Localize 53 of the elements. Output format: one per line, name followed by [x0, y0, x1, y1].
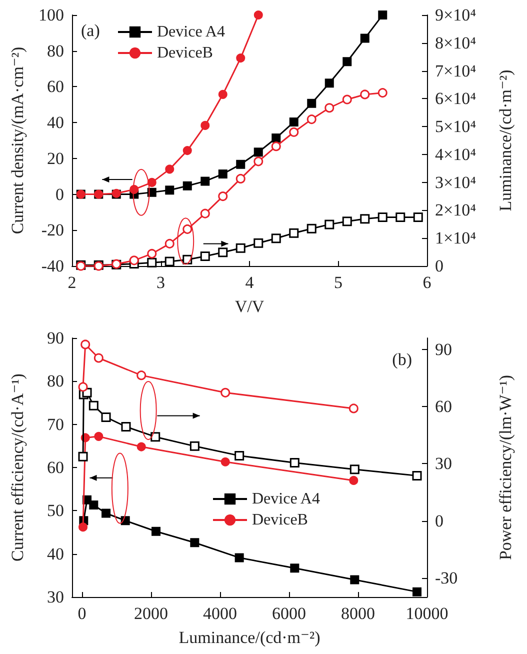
y2-tick-label: 60 — [435, 397, 452, 416]
y2-tick-label: 90 — [435, 340, 452, 359]
y2-tick-label: 3×10⁴ — [435, 172, 476, 192]
y-axis-title: Current density/(mA·cm⁻²) — [8, 46, 27, 234]
y-tick-label: 90 — [47, 328, 64, 348]
legend-label: DeviceB — [252, 512, 308, 528]
y-tick-label: 100 — [38, 6, 64, 24]
y2-axis-title: Power efficiency/(lm·W⁻¹) — [496, 374, 515, 560]
x-tick-label: 4000 — [203, 604, 238, 623]
y2-axis-title: Luminance/(cd·m⁻²) — [496, 70, 515, 212]
y2-tick-label: 4×10⁴ — [435, 144, 476, 164]
y2-tick-label: 5×10⁴ — [435, 117, 476, 136]
text: (b) — [392, 350, 412, 369]
x-tick-label: 6000 — [272, 604, 306, 623]
y2-tick-label: 0 — [435, 511, 444, 530]
legend-label: Device A4 — [157, 24, 225, 40]
x-tick-label: 2 — [68, 273, 76, 292]
y-tick-label: 50 — [47, 501, 64, 520]
y2-tick-label: 9×10⁴ — [435, 6, 476, 24]
x-axis-title: V/V — [234, 297, 265, 316]
x-tick-label: 6 — [422, 273, 432, 292]
y2-tick-label: 1×10⁴ — [435, 228, 476, 248]
y-tick-label: 60 — [47, 77, 64, 96]
y-axis-title: Current efficiency/(cd·A⁻¹) — [8, 374, 27, 562]
chart-title: (a) — [81, 21, 100, 40]
y2-tick-label: 30 — [435, 454, 452, 474]
y-tick-label: 80 — [47, 41, 64, 60]
x-tick-label: 5 — [334, 273, 342, 292]
y-tick-label: 40 — [47, 113, 64, 132]
legend-label: DeviceB — [157, 44, 213, 62]
y-tick-label: 30 — [47, 588, 64, 606]
y2-tick-label: 6×10⁴ — [435, 89, 476, 108]
y-tick-label: 20 — [47, 148, 64, 168]
legend-label: Device A4 — [252, 490, 320, 508]
x-axis-title: Luminance/(cd·m⁻²) — [178, 628, 320, 647]
x-tick-label: 10000 — [406, 604, 448, 623]
y-tick-label: 40 — [47, 544, 64, 564]
y-tick-label: 0 — [56, 184, 64, 204]
x-tick-label: 2000 — [134, 604, 168, 623]
y2-tick-label: 0 — [435, 256, 444, 276]
x-tick-label: 8000 — [341, 604, 375, 623]
y-tick-label: 60 — [47, 458, 64, 477]
y-tick-label: -40 — [41, 256, 64, 276]
x-tick-label: 3 — [156, 273, 165, 292]
y-tick-label: -20 — [41, 220, 64, 240]
y2-tick-label: -30 — [435, 568, 458, 588]
x-tick-label: 0 — [78, 604, 86, 623]
y-tick-label: 80 — [47, 372, 64, 391]
y2-tick-label: 2×10⁴ — [435, 200, 476, 220]
y2-tick-label: 7×10⁴ — [435, 61, 476, 80]
y-tick-label: 70 — [47, 414, 64, 434]
y2-tick-label: 8×10⁴ — [435, 33, 476, 52]
x-tick-label: 4 — [245, 273, 254, 292]
